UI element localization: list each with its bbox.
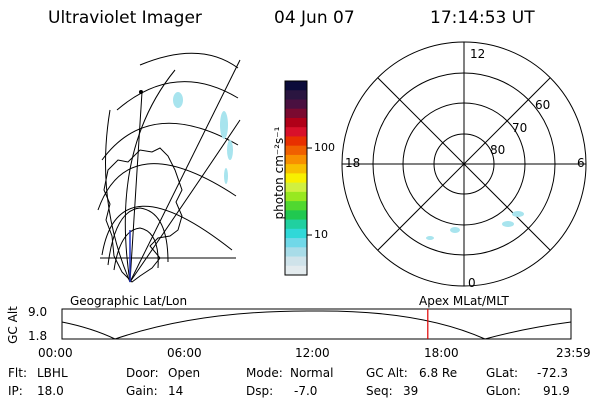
gain-value: 14	[168, 384, 184, 398]
map-arc-2	[101, 122, 239, 161]
glon-label: GLon:	[486, 384, 521, 398]
glat-value: -72.3	[537, 366, 569, 380]
colorbar-stripe	[285, 117, 307, 128]
mlat-label-70: 70	[512, 121, 528, 135]
ip-label: IP:	[8, 384, 23, 398]
colorbar-stripe	[285, 228, 307, 239]
mlat-label-80: 80	[490, 143, 506, 157]
dsp-value: -7.0	[294, 384, 318, 398]
colorbar-stripe	[285, 164, 307, 174]
colorbar	[284, 80, 312, 276]
colorbar-stripe	[285, 90, 307, 101]
filter-label: Flt:	[8, 366, 27, 380]
colorbar-tick-label-100: 100	[314, 141, 335, 154]
colorbar-stripe	[285, 247, 307, 258]
altitude-curve	[61, 310, 572, 340]
time-label: 17:14:53 UT	[430, 8, 535, 28]
map-arc-1	[116, 81, 239, 111]
colorbar-stripe	[285, 127, 307, 138]
mlt-label-0: 0	[468, 276, 476, 290]
colorbar-stripe	[285, 191, 307, 202]
timeline-xtick-2: 12:00	[295, 346, 330, 360]
mlt-label-6: 6	[577, 156, 585, 170]
colorbar-frame	[284, 80, 308, 276]
antarctica-outline	[103, 147, 183, 283]
mlt-label-12: 12	[470, 47, 486, 61]
polar-aurora	[426, 211, 524, 240]
polar-meridian-diag-2	[377, 77, 551, 251]
gcalt-value: 6.8 Re	[419, 366, 458, 380]
colorbar-stripe	[285, 238, 307, 248]
seq-label: Seq:	[366, 384, 393, 398]
colorbar-stripe	[285, 256, 307, 267]
colorbar-stripe	[285, 136, 307, 147]
mlat-label-60: 60	[535, 98, 551, 112]
colorbar-stripe	[285, 108, 307, 119]
apex-caption: Apex MLat/MLT	[419, 294, 509, 308]
colorbar-stripe	[285, 219, 307, 230]
glat-label: GLat:	[486, 366, 519, 380]
gain-label: Gain:	[126, 384, 158, 398]
map-aurora	[173, 92, 233, 184]
colorbar-stripe	[285, 145, 307, 156]
colorbar-stripe	[285, 201, 307, 211]
gcalt-label: GC Alt:	[366, 366, 408, 380]
map-arc-4	[101, 205, 233, 256]
colorbar-stripe	[285, 173, 307, 184]
date-label: 04 Jun 07	[274, 8, 355, 28]
ip-value: 18.0	[37, 384, 64, 398]
map-subsat-point	[139, 90, 143, 94]
geographic-caption: Geographic Lat/Lon	[70, 294, 188, 308]
timeline-ytick-high: 9.0	[28, 305, 48, 319]
door-label: Door:	[126, 366, 159, 380]
map-meridian-1	[129, 59, 241, 283]
colorbar-stripe	[285, 210, 307, 221]
timeline-ytick-low: 1.8	[28, 329, 48, 343]
dsp-label: Dsp:	[246, 384, 274, 398]
timeline-xtick-4: 23:59	[556, 346, 591, 360]
mlt-label-18: 18	[345, 156, 361, 170]
colorbar-tick-label-10: 10	[314, 228, 328, 241]
map-arc-3	[97, 163, 237, 211]
colorbar-stripe	[285, 154, 307, 165]
timeline-xtick-1: 06:00	[167, 346, 202, 360]
timeline-frame	[61, 308, 572, 340]
map-meridian-5	[129, 91, 143, 283]
colorbar-stripe	[285, 99, 307, 110]
glon-value: 91.9	[543, 384, 570, 398]
filter-value: LBHL	[37, 366, 68, 380]
seq-value: 39	[403, 384, 419, 398]
colorbar-stripe	[285, 182, 307, 193]
door-value: Open	[168, 366, 201, 380]
timeline-xtick-0: 00:00	[38, 346, 73, 360]
mode-value: Normal	[290, 366, 334, 380]
instrument-title: Ultraviolet Imager	[48, 8, 202, 28]
map-arc-outer	[139, 52, 239, 69]
mode-label: Mode:	[246, 366, 283, 380]
map-ring-2	[113, 227, 159, 271]
colorbar-stripe	[285, 81, 307, 91]
map-meridian-3	[124, 69, 176, 283]
colorbar-stripe	[285, 265, 307, 276]
timeline-xtick-3: 18:00	[424, 346, 459, 360]
